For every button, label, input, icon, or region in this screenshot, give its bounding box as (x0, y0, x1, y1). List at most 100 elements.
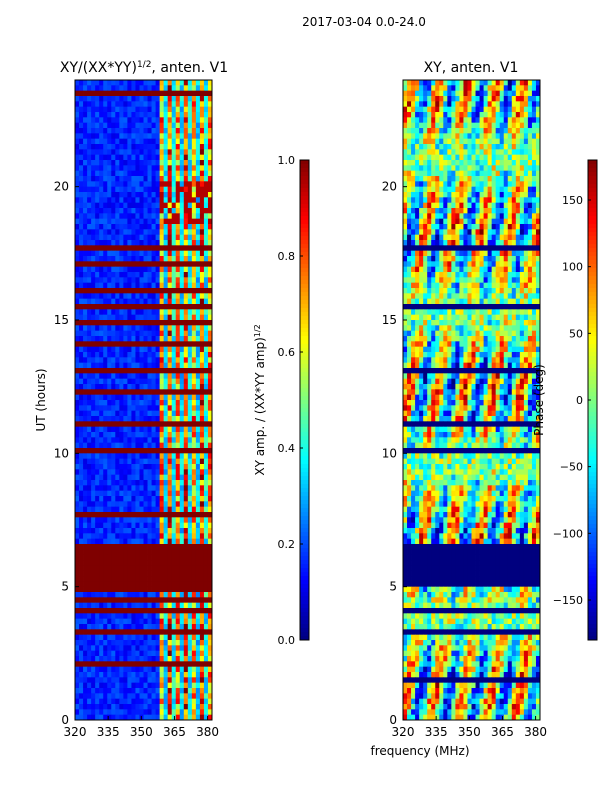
left-heatmap-cell (111, 149, 116, 156)
left-heatmap-cell (83, 704, 88, 710)
left-heatmap-cell (107, 538, 112, 545)
right-heatmap-cell (487, 133, 493, 140)
right-heatmap-cell (471, 138, 476, 145)
left-heatmap-cell (195, 640, 201, 646)
left-heatmap-cell (79, 394, 84, 401)
left-heatmap-cell (163, 570, 169, 577)
left-heatmap-cell (99, 528, 104, 534)
left-heatmap-cell (203, 682, 209, 689)
left-heatmap-cell (179, 554, 185, 561)
right-heatmap-cell (495, 128, 501, 134)
left-heatmap-cell (115, 213, 120, 220)
left-heatmap-cell (99, 240, 104, 246)
left-heatmap-cell (115, 442, 120, 449)
left-x-tick-label: 350 (130, 725, 153, 739)
right-heatmap-cell (531, 96, 537, 102)
left-heatmap-cell (151, 90, 156, 97)
left-heatmap-cell (159, 330, 165, 337)
left-heatmap-cell (79, 522, 84, 529)
left-heatmap-cell (175, 282, 181, 289)
left-heatmap-cell (123, 485, 128, 492)
left-heatmap-cell (131, 346, 136, 353)
left-heatmap-cell (155, 485, 161, 492)
left-heatmap-cell (151, 485, 156, 492)
left-heatmap-cell (199, 645, 205, 652)
left-heatmap-cell (187, 224, 193, 230)
left-heatmap-cell (143, 405, 148, 412)
left-heatmap-cell (91, 272, 96, 278)
left-heatmap-cell (159, 458, 165, 465)
left-heatmap-cell (99, 554, 104, 561)
right-heatmap-cell (415, 170, 420, 177)
left-heatmap-cell (83, 256, 88, 262)
left-heatmap-cell (171, 181, 177, 188)
left-heatmap-cell (79, 677, 84, 684)
right-heatmap-cell (491, 186, 497, 193)
right-heatmap-cell (431, 133, 436, 140)
left-heatmap-cell (87, 682, 92, 689)
left-heatmap-cell (203, 112, 209, 118)
left-heatmap-cell (123, 576, 128, 582)
amplitude-colorbar-segment (300, 504, 309, 509)
left-heatmap-cell (151, 160, 156, 166)
amplitude-colorbar-segment (300, 424, 309, 429)
amplitude-colorbar-segment (300, 348, 309, 353)
left-heatmap-cell (199, 272, 205, 278)
left-heatmap-cell (115, 597, 120, 604)
left-heatmap-cell (139, 272, 144, 278)
left-heatmap-cell (199, 528, 205, 534)
amplitude-colorbar-segment (300, 252, 309, 257)
right-heatmap-cell (435, 138, 440, 145)
right-heatmap-cell (403, 149, 408, 156)
left-heatmap-cell (207, 581, 213, 588)
left-heatmap-cell (163, 245, 169, 252)
left-heatmap-cell (167, 314, 173, 321)
left-heatmap-cell (143, 122, 148, 129)
left-heatmap-cell (203, 597, 209, 604)
left-heatmap-cell (91, 469, 96, 476)
left-heatmap-cell (115, 165, 120, 172)
right-heatmap-cell (531, 133, 537, 140)
right-heatmap-cell (455, 149, 460, 156)
left-heatmap-cell (151, 432, 156, 438)
left-heatmap-cell (111, 218, 116, 225)
left-heatmap-cell (127, 277, 132, 284)
left-heatmap-cell (143, 266, 148, 273)
left-heatmap-cell (115, 458, 120, 465)
amplitude-colorbar-segment (300, 600, 309, 605)
left-heatmap-cell (203, 144, 209, 150)
left-heatmap-cell (103, 693, 108, 700)
left-heatmap-cell (191, 261, 197, 268)
left-heatmap-cell (143, 256, 148, 262)
right-heatmap-cell (411, 176, 416, 182)
left-heatmap-cell (187, 597, 193, 604)
left-heatmap-cell (95, 570, 100, 577)
left-heatmap-cell (195, 250, 201, 257)
left-heatmap-cell (175, 288, 181, 294)
right-heatmap-cell (479, 90, 484, 97)
amplitude-colorbar-segment (300, 508, 309, 513)
left-heatmap-cell (167, 298, 173, 305)
left-heatmap-cell (187, 352, 193, 358)
left-heatmap-cell (199, 202, 205, 209)
left-heatmap-cell (143, 650, 148, 657)
right-heatmap-cell (447, 149, 452, 156)
left-heatmap-cell (119, 506, 124, 513)
left-heatmap-cell (135, 602, 140, 609)
left-heatmap-cell (183, 469, 189, 476)
left-heatmap-cell (183, 448, 189, 454)
left-heatmap-cell (75, 634, 80, 641)
left-heatmap-cell (107, 112, 112, 118)
left-heatmap-cell (155, 613, 161, 620)
left-heatmap-cell (91, 320, 96, 326)
left-heatmap-cell (79, 485, 84, 492)
left-heatmap-cell (199, 261, 205, 268)
left-heatmap-cell (139, 261, 144, 268)
left-heatmap-cell (183, 213, 189, 220)
left-heatmap-cell (91, 453, 96, 460)
left-heatmap-cell (151, 106, 156, 113)
left-heatmap-cell (95, 346, 100, 353)
right-heatmap-cell (471, 106, 476, 113)
left-heatmap-cell (151, 298, 156, 305)
left-heatmap-cell (131, 160, 136, 166)
